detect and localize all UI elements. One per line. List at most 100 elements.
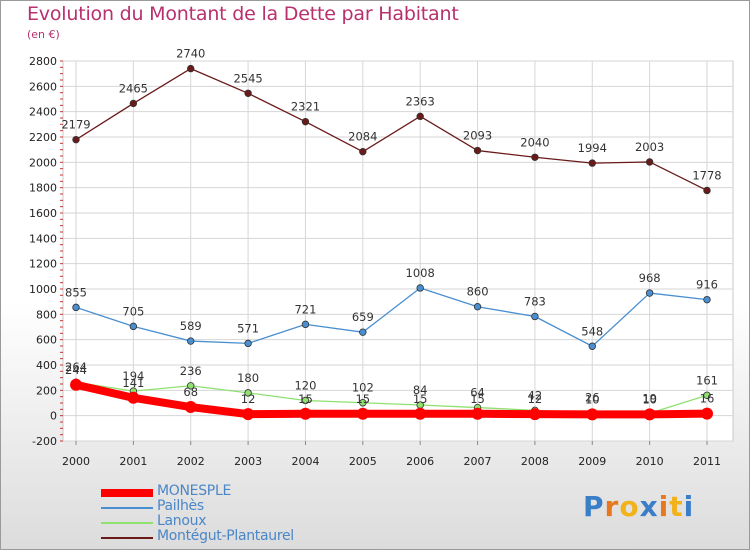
chart-subtitle: (en €) [27,28,60,41]
data-point [72,303,80,312]
data-label: 10 [585,392,600,406]
data-label: 783 [524,294,546,308]
legend-swatch [101,507,153,509]
data-label: 264 [65,360,87,374]
data-label: 860 [467,285,489,299]
data-point [531,153,539,161]
legend-label: MONESPLE [157,483,231,499]
data-label: 236 [180,364,202,378]
y-tick-label: 2000 [29,156,57,169]
series-line-0 [72,380,711,419]
axes: -200 0 200 400 600 800 1000 1200 1400 1600 1800 200… [29,55,721,468]
data-point [187,382,195,390]
data-label: 659 [352,310,374,324]
y-tick-label: 1400 [29,232,57,245]
data-label: 1778 [692,168,721,182]
data-label: 42 [528,388,543,402]
data-point [244,389,252,397]
data-label: 102 [352,381,374,395]
legend-swatch [101,489,153,497]
data-point [588,159,596,167]
y-tick-label: 2200 [29,131,57,144]
data-label: 705 [122,304,144,318]
data-point [471,407,484,420]
logo-letter: x [639,490,659,523]
data-label: 2321 [291,100,320,114]
legend-item: Lanoux [101,513,361,530]
x-tick-label: 2008 [521,455,549,468]
data-label: 120 [294,378,316,392]
data-label: 141 [122,376,144,390]
data-point [703,391,711,399]
data-label: 15 [470,392,485,406]
chart-title: Evolution du Montant de la Dette par Hab… [27,3,459,25]
y-tick-label: 2600 [29,80,57,93]
data-point [301,320,310,329]
data-point [359,328,367,336]
data-label: 1994 [578,141,607,155]
data-point [129,99,138,108]
logo-letter: t [669,490,684,523]
data-point [356,407,369,420]
logo-letter: P [583,490,605,523]
x-tick-label: 2002 [177,455,205,468]
data-point [301,117,310,126]
legend-item: Pailhès [101,498,361,515]
logo-letter: r [604,490,620,523]
data-point [414,407,427,420]
legend-label: Lanoux [157,513,207,529]
x-tick-label: 2005 [349,455,377,468]
legend-label: Pailhès [157,498,204,514]
data-label: 589 [180,319,202,333]
data-label: 2003 [635,140,664,154]
logo-letter: o [619,490,640,523]
plot-area [62,60,734,442]
series-group [70,64,713,421]
data-point [645,289,654,297]
legend: MONESPLE Pailhès Lanoux Montégut-Plantaurel [101,483,361,545]
y-tick-label: 800 [36,308,57,321]
data-label: 571 [237,321,259,335]
data-point [187,64,195,73]
data-point [473,303,482,311]
data-label: 15 [298,392,313,406]
data-point [703,186,711,195]
data-label: 244 [65,363,87,377]
data-label: 2084 [348,130,377,144]
data-label: 16 [700,392,715,406]
x-tick-label: 2010 [636,455,664,468]
data-point [588,342,596,350]
y-tick-label: 0 [50,410,57,423]
data-label: 721 [294,302,316,316]
x-tick-label: 2003 [234,455,262,468]
y-tick-label: -200 [32,435,57,448]
legend-item: Montégut-Plantaurel [101,528,361,545]
data-label: 548 [581,324,603,338]
data-point [359,147,367,156]
data-point [72,135,80,144]
series-line-3 [75,67,708,192]
data-label: 2040 [520,135,549,149]
data-point [528,408,541,421]
x-tick-label: 2011 [693,455,721,468]
series-line-1 [75,287,708,347]
y-tick-label: 1800 [29,182,57,195]
data-label: 2740 [176,47,205,61]
data-label: 26 [585,390,600,404]
data-point [645,158,654,166]
data-point [416,112,424,121]
data-label: 1008 [406,266,435,280]
legend-swatch [101,522,153,524]
data-label: 12 [528,392,543,406]
data-point [301,396,310,405]
data-label: 2465 [119,81,148,95]
data-label: 2363 [406,94,435,108]
proxiti-logo: Proxiti [583,490,694,523]
x-tick-label: 2001 [119,455,147,468]
data-point [244,89,252,97]
data-label: 64 [470,386,485,400]
y-tick-label: 1200 [29,258,57,271]
y-tick-label: 1600 [29,207,57,220]
